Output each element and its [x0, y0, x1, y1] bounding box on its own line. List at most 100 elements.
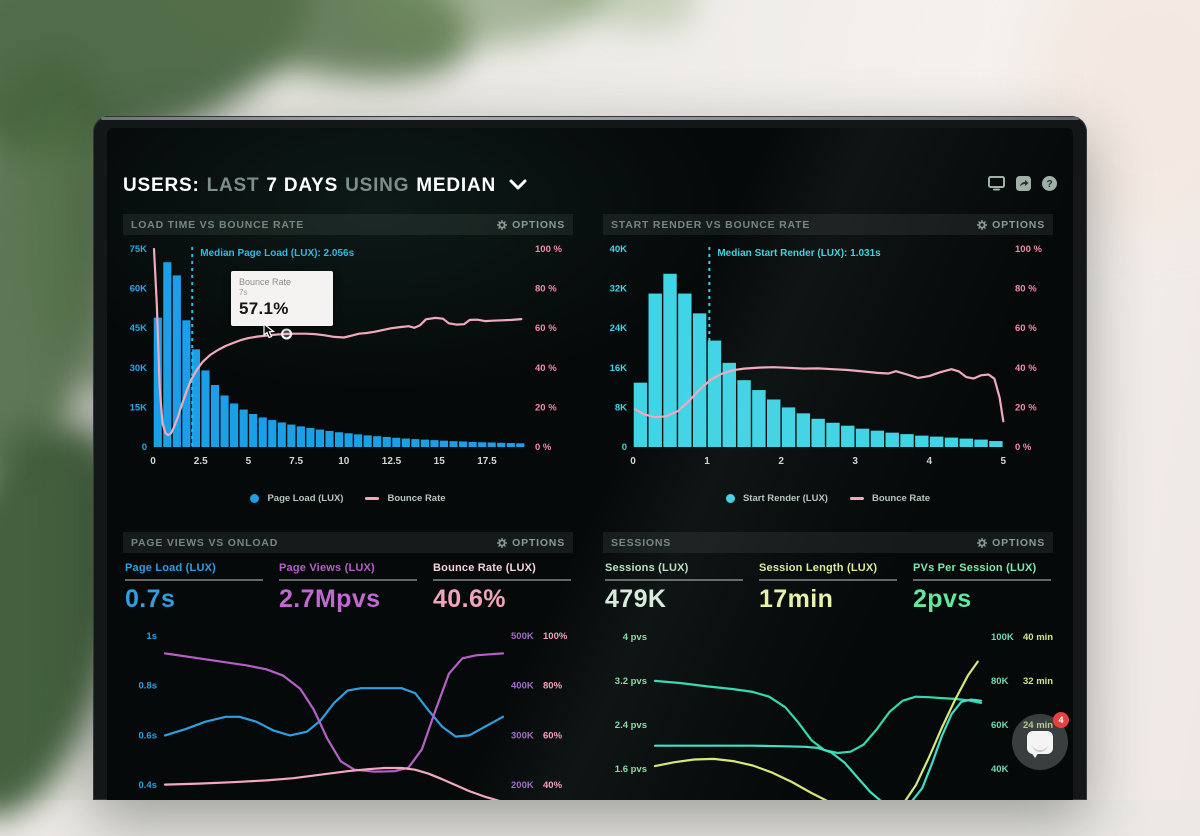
svg-text:4 pvs: 4 pvs [623, 631, 647, 642]
stat-sessions: Sessions (LUX) 479K [605, 562, 743, 614]
gear-icon [497, 219, 508, 230]
app-header: USERS: LAST 7 DAYS USING MEDIAN [123, 172, 1057, 200]
svg-text:80K: 80K [991, 675, 1009, 686]
stat-value: 2pvs [913, 584, 972, 613]
svg-text:300K: 300K [511, 730, 534, 741]
svg-text:2.5: 2.5 [194, 456, 208, 467]
stats-row: Sessions (LUX) 479K Session Length (LUX)… [603, 553, 1053, 616]
svg-text:5: 5 [246, 456, 252, 467]
chat-smile-icon [1032, 743, 1048, 752]
options-button[interactable]: OPTIONS [497, 537, 565, 549]
svg-text:0: 0 [142, 442, 147, 453]
svg-text:4: 4 [926, 456, 932, 467]
title-median: MEDIAN [416, 175, 497, 196]
stat-label: Bounce Rate (LUX) [433, 562, 537, 574]
options-button[interactable]: OPTIONS [977, 537, 1045, 549]
svg-text:1.6 pvs: 1.6 pvs [615, 763, 647, 774]
legend-label: Bounce Rate [871, 492, 931, 504]
options-button[interactable]: OPTIONS [977, 219, 1045, 231]
chat-unread-badge: 4 [1053, 712, 1069, 728]
svg-text:200K: 200K [511, 780, 534, 791]
load-time-chart[interactable]: 75K 60K 45K 30K 15K 0 100 % 80 % 60 % 40 % 20 % 0 %… [123, 235, 573, 487]
legend-dot-icon [725, 493, 735, 503]
svg-text:0: 0 [630, 456, 636, 467]
svg-text:0: 0 [150, 456, 156, 467]
stat-divider [279, 579, 417, 581]
display-icon[interactable] [988, 176, 1005, 196]
start-render-chart[interactable]: 40K 32K 24K 16K 8K 0 100 % 80 % 60 % 40 % 20 % 0 % 0… [603, 235, 1053, 487]
svg-text:40K: 40K [991, 763, 1009, 774]
panel-header: SESSIONS OPTIONS [603, 532, 1053, 553]
chart-legend: Page Load (LUX) Bounce Rate [123, 487, 573, 509]
page-views-chart[interactable]: 1s 0.8s 0.6s 0.4s 500K 100% 400K 80% 300K 60% 200K… [123, 616, 573, 800]
svg-text:80 %: 80 % [535, 284, 557, 295]
panel-page-views: PAGE VIEWS VS ONLOAD OPTIONS Page Load (… [123, 532, 573, 800]
stat-bounce-rate: Bounce Rate (LUX) 40.6% [433, 562, 571, 614]
gear-icon [497, 537, 508, 548]
svg-text:0 %: 0 % [535, 442, 552, 453]
chat-bubble-icon [1027, 730, 1053, 758]
options-label: OPTIONS [512, 536, 565, 549]
stat-pvs-per-session: PVs Per Session (LUX) 2pvs [913, 562, 1051, 614]
stat-label: Page Load (LUX) [125, 562, 217, 574]
panel-title: LOAD TIME VS BOUNCE RATE [131, 218, 305, 231]
chart-legend: Start Render (LUX) Bounce Rate [603, 487, 1053, 509]
stat-label: PVs Per Session (LUX) [913, 562, 1037, 574]
svg-text:100K: 100K [991, 631, 1014, 642]
dashboard-screen: USERS: LAST 7 DAYS USING MEDIAN [107, 128, 1073, 800]
svg-text:75K: 75K [130, 244, 148, 255]
stat-divider [125, 579, 263, 581]
panel-start-render: START RENDER VS BOUNCE RATE OPTIONS 40K 3… [603, 214, 1053, 509]
svg-text:8K: 8K [615, 402, 627, 413]
options-label: OPTIONS [992, 218, 1045, 231]
title-days: 7 DAYS [266, 175, 339, 196]
svg-text:400K: 400K [511, 680, 534, 691]
legend-line-icon [365, 496, 380, 500]
title-using: USING [345, 175, 410, 196]
stat-value: 17min [759, 584, 834, 613]
svg-text:32K: 32K [610, 284, 628, 295]
stat-value: 479K [605, 584, 667, 613]
chat-widget-button[interactable]: 4 [1012, 712, 1069, 770]
tooltip-value: 57.1% [239, 299, 289, 318]
svg-text:40%: 40% [543, 780, 563, 791]
svg-text:500K: 500K [511, 630, 534, 641]
title-users: USERS: [123, 175, 200, 196]
svg-text:80 %: 80 % [1015, 284, 1037, 295]
panel-title: START RENDER VS BOUNCE RATE [611, 218, 811, 231]
svg-text:1s: 1s [146, 630, 157, 641]
legend-line-icon [849, 496, 864, 500]
legend-label: Start Render (LUX) [742, 492, 828, 504]
help-icon[interactable]: ? [1042, 176, 1057, 196]
svg-text:15K: 15K [130, 402, 148, 413]
panel-header: START RENDER VS BOUNCE RATE OPTIONS [603, 214, 1053, 235]
stat-divider [913, 579, 1051, 581]
tooltip-sub: 7s [239, 288, 248, 297]
svg-text:40 min: 40 min [1023, 631, 1053, 642]
svg-text:5: 5 [1001, 456, 1007, 467]
chevron-down-icon[interactable] [509, 175, 527, 197]
svg-text:Median Start Render (LUX): 1.0: Median Start Render (LUX): 1.031s [717, 248, 881, 259]
svg-text:100 %: 100 % [535, 244, 562, 255]
users-range-dropdown[interactable]: USERS: LAST 7 DAYS USING MEDIAN [123, 175, 527, 197]
svg-text:16K: 16K [610, 363, 628, 374]
svg-text:17.5: 17.5 [477, 456, 497, 467]
sessions-chart[interactable]: 4 pvs 3.2 pvs 2.4 pvs 1.6 pvs 100K 40 min 80K 3… [603, 616, 1053, 800]
svg-text:2.4 pvs: 2.4 pvs [615, 719, 647, 730]
stat-divider [605, 579, 743, 581]
svg-text:80%: 80% [543, 680, 563, 691]
share-icon[interactable] [1016, 176, 1031, 196]
stat-value: 2.7Mpvs [279, 584, 381, 613]
svg-text:?: ? [1046, 179, 1052, 190]
gear-icon [977, 219, 988, 230]
svg-text:60K: 60K [991, 719, 1009, 730]
svg-text:Median Page Load (LUX): 2.056s: Median Page Load (LUX): 2.056s [200, 248, 354, 259]
svg-text:32 min: 32 min [1023, 675, 1053, 686]
stat-label: Session Length (LUX) [759, 562, 878, 574]
svg-text:40K: 40K [610, 244, 628, 255]
stat-value: 40.6% [433, 584, 506, 613]
svg-text:1: 1 [704, 456, 710, 467]
legend-label: Bounce Rate [387, 492, 446, 504]
options-button[interactable]: OPTIONS [497, 219, 565, 231]
panel-title: PAGE VIEWS VS ONLOAD [131, 536, 279, 549]
